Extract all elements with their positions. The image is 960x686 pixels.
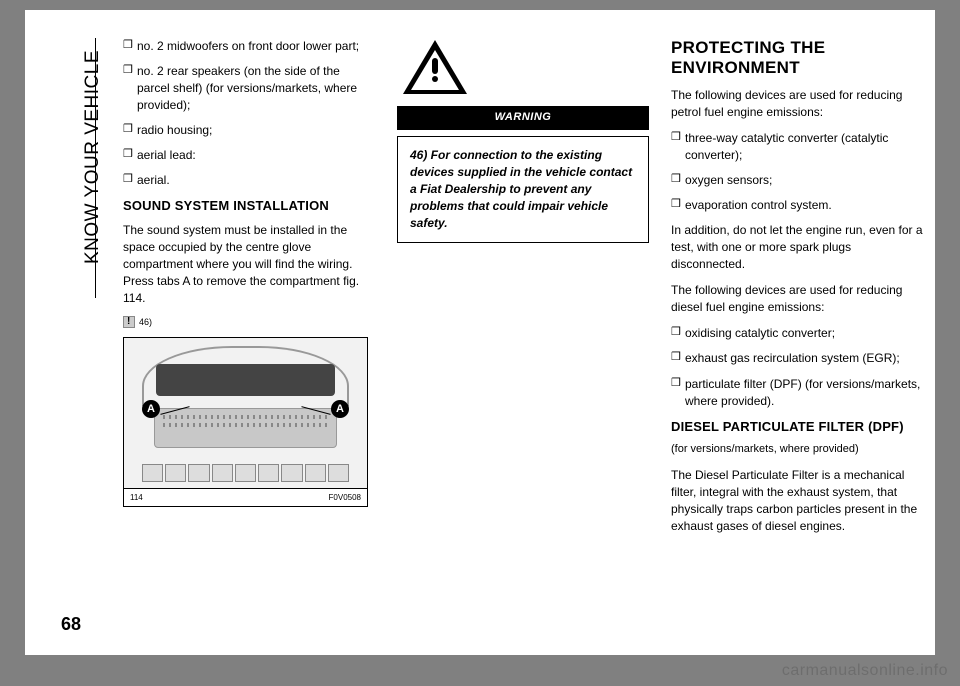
figure-code: F0V0508	[329, 492, 361, 503]
list-item: no. 2 rear speakers (on the side of the …	[123, 63, 375, 114]
callout-a-left: A	[142, 400, 160, 418]
list-item: exhaust gas recirculation system (EGR);	[671, 350, 923, 367]
callout-a-right: A	[331, 400, 349, 418]
vent-panel	[154, 408, 337, 448]
radio-slot	[156, 364, 335, 396]
column-2: WARNING 46) For connection to the existi…	[397, 38, 649, 544]
section-tab-rule	[95, 38, 96, 298]
spark-plug-note: In addition, do not let the engine run, …	[671, 222, 923, 273]
list-item: radio housing;	[123, 122, 375, 139]
list-item: particulate filter (DPF) (for versions/m…	[671, 376, 923, 410]
content-columns: no. 2 midwoofers on front door lower par…	[123, 38, 923, 544]
column-1: no. 2 midwoofers on front door lower par…	[123, 38, 375, 544]
button-row	[142, 464, 349, 482]
sound-system-heading: SOUND SYSTEM INSTALLATION	[123, 197, 375, 215]
diesel-intro: The following devices are used for reduc…	[671, 282, 923, 316]
list-item: three-way catalytic converter (catalytic…	[671, 130, 923, 164]
warning-box: 46) For connection to the existing devic…	[397, 136, 649, 243]
list-item: oxidising catalytic converter;	[671, 325, 923, 342]
petrol-intro: The following devices are used for reduc…	[671, 87, 923, 121]
speaker-list: no. 2 midwoofers on front door lower par…	[123, 38, 375, 189]
environment-heading: PROTECTING THE ENVIRONMENT	[671, 38, 923, 77]
warning-bar: WARNING	[397, 106, 649, 130]
section-tab-text: KNOW YOUR VEHICLE	[82, 37, 104, 277]
list-item: aerial lead:	[123, 147, 375, 164]
dpf-heading: DIESEL PARTICULATE FILTER (DPF)	[671, 418, 923, 436]
warning-ref-number: 46)	[139, 316, 152, 329]
page-number: 68	[61, 614, 81, 635]
watermark: carmanualsonline.info	[782, 662, 948, 680]
sound-system-paragraph: The sound system must be installed in th…	[123, 222, 375, 307]
list-item: aerial.	[123, 172, 375, 189]
warning-ref-icon	[123, 316, 135, 328]
list-item: oxygen sensors;	[671, 172, 923, 189]
figure-114: A A 114 F0V0508	[123, 337, 368, 507]
section-tab: KNOW YOUR VEHICLE	[73, 38, 95, 298]
petrol-list: three-way catalytic converter (catalytic…	[671, 130, 923, 214]
list-item: evaporation control system.	[671, 197, 923, 214]
manual-page: KNOW YOUR VEHICLE no. 2 midwoofers on fr…	[25, 10, 935, 655]
column-3: PROTECTING THE ENVIRONMENT The following…	[671, 38, 923, 544]
diesel-list: oxidising catalytic converter; exhaust g…	[671, 325, 923, 409]
dpf-subnote: (for versions/markets, where provided)	[671, 442, 923, 458]
figure-number: 114	[130, 492, 143, 503]
dpf-paragraph: The Diesel Particulate Filter is a mecha…	[671, 467, 923, 535]
figure-image: A A	[124, 338, 367, 488]
figure-caption: 114 F0V0508	[124, 488, 367, 506]
list-item: no. 2 midwoofers on front door lower par…	[123, 38, 375, 55]
warning-triangle-icon	[397, 38, 477, 100]
warning-reference: 46)	[123, 316, 375, 329]
